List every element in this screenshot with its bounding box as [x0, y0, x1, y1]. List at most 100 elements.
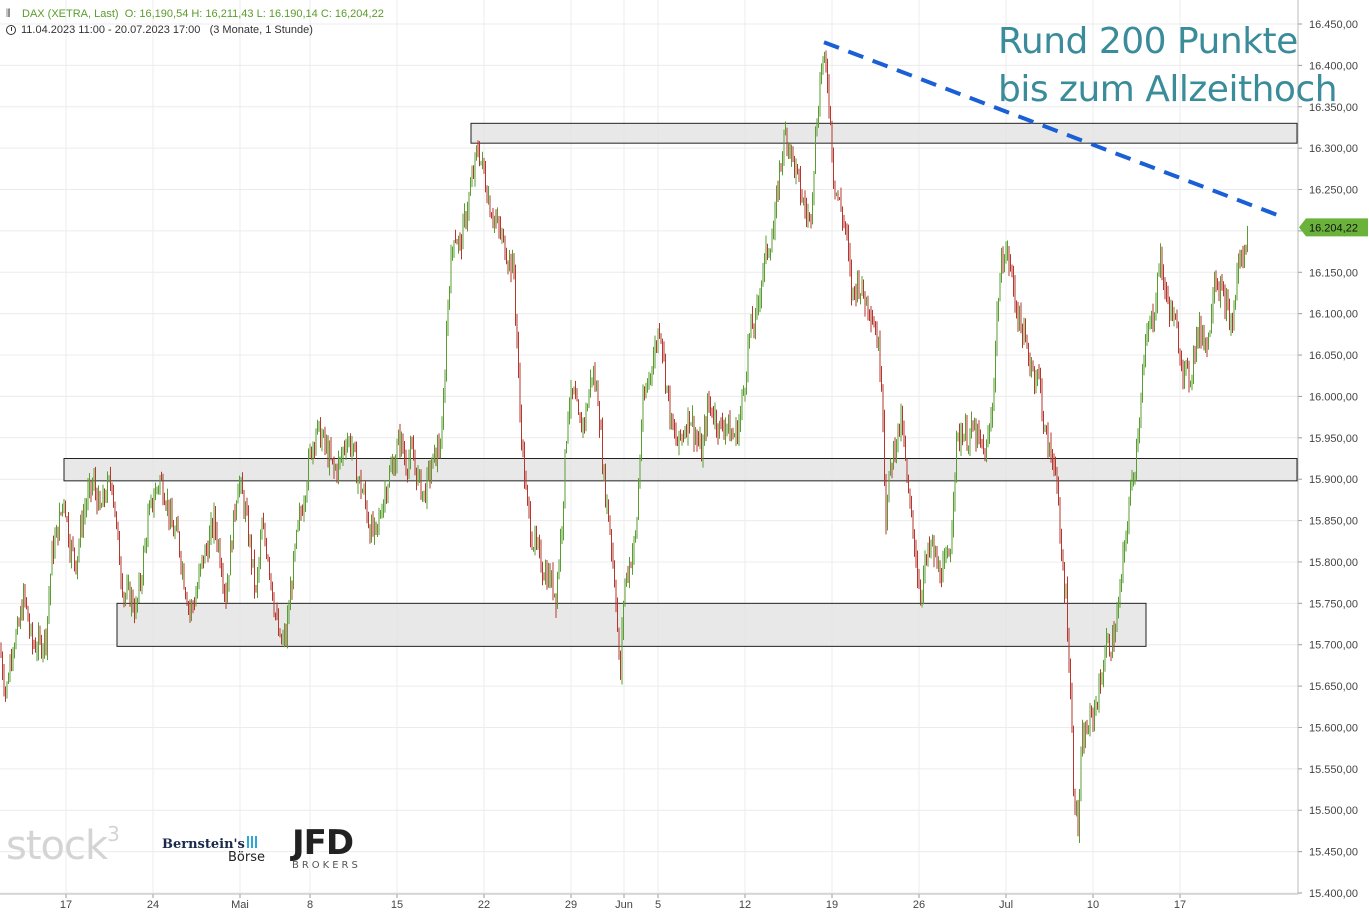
candle-body: [1020, 307, 1022, 326]
candle-body: [662, 340, 663, 353]
candle-body: [648, 375, 650, 385]
candle: [401, 431, 402, 457]
candle: [1245, 244, 1247, 255]
candle: [276, 602, 278, 621]
candle: [245, 501, 246, 523]
candle-body: [492, 217, 494, 223]
candle-body: [347, 442, 348, 448]
x-tick-label: 29: [565, 899, 577, 911]
candle: [501, 227, 503, 244]
candle-body: [782, 158, 783, 164]
candle: [755, 308, 756, 340]
candle: [95, 466, 96, 501]
candle: [378, 507, 380, 536]
candle: [1082, 719, 1083, 757]
candle: [1128, 496, 1130, 535]
candle-body: [134, 608, 135, 616]
candle-body: [741, 394, 743, 410]
candle-body: [434, 447, 435, 454]
jfd-brokers-logo: JFD BROKERS: [292, 823, 361, 871]
candle: [324, 426, 326, 456]
candle-body: [543, 575, 545, 580]
candle: [725, 417, 726, 445]
candle: [470, 177, 471, 196]
candle: [651, 366, 653, 387]
bar-chart-icon: [246, 836, 257, 848]
candle-body: [968, 446, 969, 449]
candle-body: [1116, 612, 1118, 631]
candle-body: [231, 542, 233, 550]
candle: [302, 504, 303, 516]
zone-support: [116, 602, 1147, 647]
candle: [467, 201, 468, 232]
candle-body: [738, 423, 740, 442]
candle: [594, 362, 596, 392]
candle-body: [1146, 333, 1148, 342]
candle: [183, 563, 185, 590]
candle-body: [1230, 323, 1232, 326]
candle: [1034, 366, 1035, 395]
candle: [18, 617, 20, 627]
candle: [480, 160, 482, 166]
candle: [513, 253, 515, 280]
candle: [1241, 249, 1242, 267]
candle: [1200, 315, 1202, 349]
candle-body: [1076, 803, 1077, 814]
candle: [720, 417, 722, 430]
candle: [996, 301, 998, 357]
candle-body: [2, 656, 3, 675]
candle: [195, 586, 197, 607]
candle-body: [1074, 789, 1076, 814]
candle-body: [942, 562, 944, 583]
candle: [974, 417, 975, 431]
candle-body: [120, 564, 122, 580]
candle-body: [962, 433, 963, 442]
candle: [834, 180, 836, 200]
candle-body: [618, 629, 620, 656]
candle-body: [137, 599, 138, 605]
candle-body: [1128, 504, 1130, 529]
candle-body: [480, 160, 482, 164]
candle: [920, 579, 921, 606]
candle-body: [812, 196, 813, 219]
candle-body: [800, 174, 801, 197]
candle: [54, 527, 56, 559]
candle-body: [392, 463, 393, 468]
candle-body: [1079, 796, 1080, 832]
candle-body: [987, 434, 989, 445]
candle: [188, 601, 189, 615]
candle-body: [1107, 636, 1109, 640]
candle-body: [230, 542, 231, 576]
candle-body: [306, 484, 308, 498]
candle: [707, 393, 708, 437]
candle-body: [297, 521, 299, 531]
candle: [1154, 312, 1155, 332]
annotation-line-2: bis zum Allzeithoch: [998, 69, 1338, 110]
candle-body: [585, 407, 587, 423]
candle-body: [102, 490, 104, 507]
candle: [1161, 246, 1163, 281]
candle-body: [1163, 269, 1164, 287]
candle: [777, 180, 779, 202]
candle-body: [1001, 256, 1002, 281]
candle: [785, 121, 786, 136]
candle: [312, 441, 314, 465]
clock-icon[interactable]: [6, 25, 16, 35]
candle: [0, 642, 2, 659]
candle-body: [566, 441, 567, 452]
candle-body: [1007, 249, 1008, 253]
candle: [402, 433, 404, 454]
candle: [218, 539, 219, 553]
chart-type-icon[interactable]: ⫴: [6, 8, 11, 20]
candle: [543, 572, 545, 581]
candle: [555, 593, 557, 618]
candle: [849, 242, 851, 277]
candle-body: [804, 200, 806, 209]
candle-body: [972, 421, 974, 430]
candle-body: [506, 257, 507, 263]
candle: [392, 453, 393, 475]
candle-body: [711, 407, 713, 416]
candle: [257, 566, 258, 599]
candle-body: [555, 593, 557, 607]
candle-body: [1004, 259, 1005, 268]
